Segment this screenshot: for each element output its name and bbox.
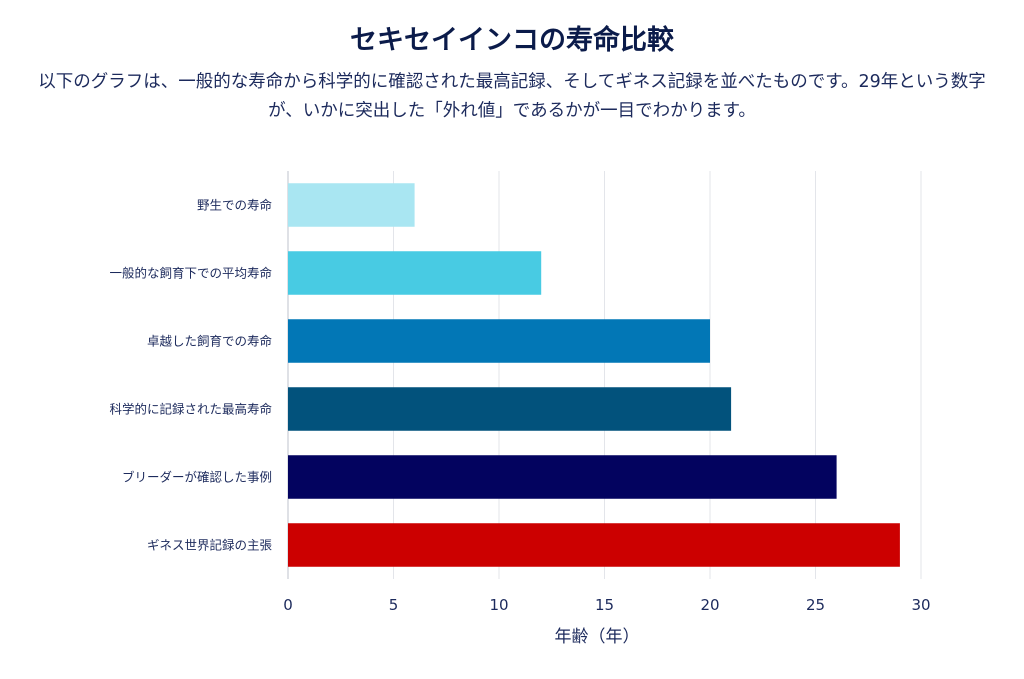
category-label: 科学的に記録された最高寿命 xyxy=(109,402,272,417)
bars xyxy=(288,183,900,567)
category-label: 野生での寿命 xyxy=(197,198,273,213)
chart-title: セキセイインコの寿命比較 xyxy=(350,25,674,56)
x-tick-label: 30 xyxy=(911,596,930,614)
x-tick-label: 25 xyxy=(806,596,825,614)
category-label: 一般的な飼育下での平均寿命 xyxy=(109,266,272,281)
grid-lines xyxy=(287,171,922,579)
x-tick-label: 10 xyxy=(489,596,508,614)
bar-2[interactable] xyxy=(288,251,542,295)
bar-4[interactable] xyxy=(288,387,732,431)
bar-6[interactable] xyxy=(288,523,900,567)
chart-subtitle: 以下のグラフは、一般的な寿命から科学的に確認された最高記録、そしてギネス記録を並… xyxy=(38,72,986,121)
x-tick-label: 0 xyxy=(283,596,293,614)
category-labels: 野生での寿命一般的な飼育下での平均寿命卓越した飼育での寿命科学的に記録された最高… xyxy=(109,198,272,553)
bar-5[interactable] xyxy=(288,455,837,499)
x-tick-label: 20 xyxy=(700,596,719,614)
x-axis-title: 年齢（年） xyxy=(555,627,640,647)
x-tick-labels: 0 5 10 15 20 25 30 xyxy=(283,596,930,614)
category-label: ブリーダーが確認した事例 xyxy=(122,470,272,485)
x-tick-label: 5 xyxy=(389,596,399,614)
bar-3[interactable] xyxy=(288,319,710,363)
category-label: 卓越した飼育での寿命 xyxy=(147,334,273,349)
bar-1[interactable] xyxy=(288,183,415,227)
category-label: ギネス世界記録の主張 xyxy=(147,538,273,553)
x-tick-label: 15 xyxy=(595,596,614,614)
